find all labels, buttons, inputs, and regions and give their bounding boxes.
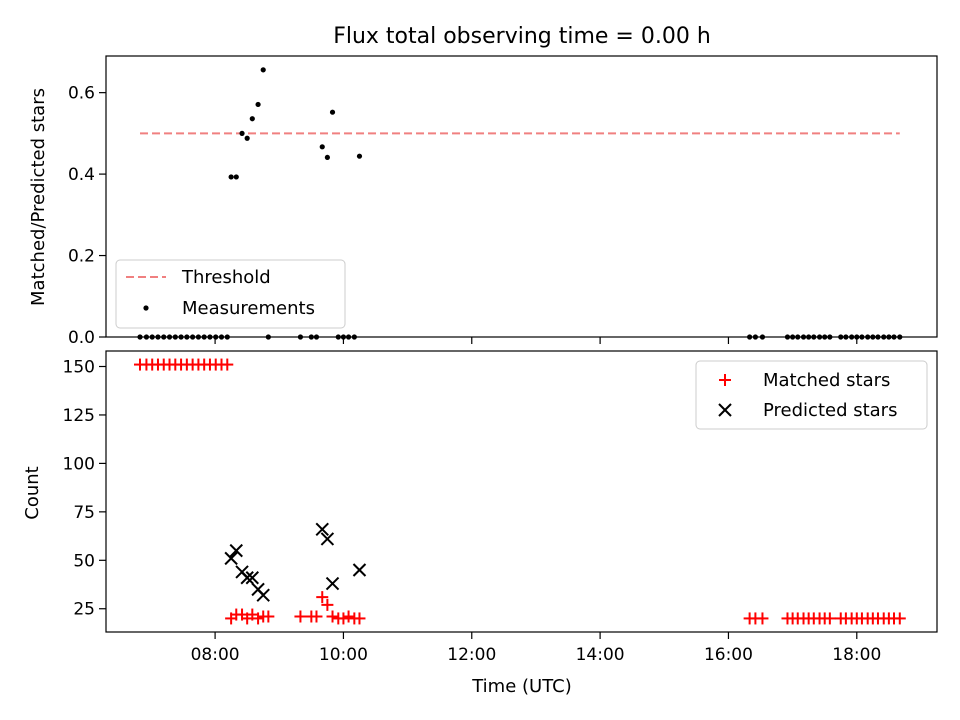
ratio-y-tick-label: 0.0 bbox=[68, 328, 95, 348]
matched-star-point bbox=[823, 612, 836, 625]
measurement-point bbox=[324, 154, 330, 161]
matched-star-point bbox=[316, 591, 329, 604]
predicted-star-point bbox=[325, 576, 340, 591]
matched-legend-swatch bbox=[719, 374, 731, 386]
x-tick-label: 08:00 bbox=[191, 645, 240, 665]
ratio-y-tick-label: 0.4 bbox=[68, 165, 95, 185]
measurement-point bbox=[255, 101, 261, 108]
count-y-tick-label: 150 bbox=[63, 358, 95, 378]
x-tick-label: 10:00 bbox=[319, 645, 368, 665]
measurement-point bbox=[356, 153, 363, 159]
ratio-y-axis-label: Matched/Predicted stars bbox=[28, 88, 49, 306]
measurement-point bbox=[233, 174, 239, 180]
ratio-frame bbox=[105, 55, 938, 338]
ratio-content bbox=[137, 67, 903, 340]
count-y-tick-label: 75 bbox=[73, 503, 95, 523]
measurements-legend-label: Measurements bbox=[182, 298, 315, 319]
ratio-panel: 0.0 0.2 0.4 0.6 Matched/Predicted stars Thr… bbox=[28, 55, 938, 348]
matched-star-point bbox=[893, 612, 906, 625]
predicted-legend-swatch bbox=[718, 403, 732, 417]
count-axes: 25 50 75 100 125 150 08:00 10:00 12:00 14:00 16:00… bbox=[63, 358, 882, 665]
measurement-point bbox=[249, 116, 255, 122]
measurement-point bbox=[260, 67, 266, 73]
measurement-point bbox=[244, 135, 250, 141]
count-y-axis-label: Count bbox=[22, 466, 43, 519]
ratio-legend-box bbox=[115, 259, 346, 329]
matched-star-point bbox=[294, 610, 307, 623]
matched-star-point bbox=[353, 612, 366, 625]
matched-star-point bbox=[337, 612, 350, 625]
x-tick-label: 18:00 bbox=[832, 645, 881, 665]
matched-star-point bbox=[221, 358, 234, 371]
matched-star-point bbox=[262, 610, 275, 623]
matched-star-point bbox=[252, 612, 265, 625]
count-y-tick-label: 125 bbox=[63, 406, 95, 426]
predicted-legend-label: Predicted stars bbox=[763, 400, 897, 421]
predicted-star-point bbox=[229, 543, 243, 558]
count-frame bbox=[105, 350, 938, 633]
matched-star-point bbox=[326, 610, 339, 623]
ratio-y-tick-label: 0.2 bbox=[68, 247, 95, 267]
matched-star-point bbox=[342, 610, 355, 623]
matched-star-point bbox=[756, 612, 769, 625]
matched-legend-label: Matched stars bbox=[763, 370, 890, 391]
ratio-legend: Threshold Measurements bbox=[115, 259, 346, 329]
matched-star-point bbox=[321, 598, 334, 611]
x-tick-label: 14:00 bbox=[576, 645, 625, 665]
ratio-axes: 0.0 0.2 0.4 0.6 bbox=[68, 84, 858, 348]
measurement-point bbox=[329, 109, 336, 115]
predicted-star-point bbox=[240, 571, 254, 585]
count-content bbox=[134, 358, 906, 625]
x-tick-label: 16:00 bbox=[704, 645, 753, 665]
predicted-star-point bbox=[224, 551, 238, 566]
measurements-legend-swatch bbox=[143, 305, 149, 311]
threshold-legend-label: Threshold bbox=[181, 267, 271, 288]
measurement-point bbox=[239, 130, 245, 136]
measurement-point bbox=[228, 174, 234, 180]
count-y-tick-label: 100 bbox=[63, 454, 95, 474]
matched-star-point bbox=[310, 610, 323, 623]
measurement-point bbox=[319, 144, 325, 150]
predicted-star-point bbox=[320, 532, 335, 546]
ratio-y-tick-label: 0.6 bbox=[68, 84, 95, 104]
predicted-star-point bbox=[352, 563, 367, 577]
count-legend: Matched stars Predicted stars bbox=[695, 360, 928, 430]
count-y-tick-label: 25 bbox=[73, 600, 95, 620]
count-y-tick-label: 50 bbox=[73, 551, 95, 571]
x-tick-label: 12:00 bbox=[447, 645, 496, 665]
predicted-star-point bbox=[256, 588, 270, 602]
predicted-star-point bbox=[245, 571, 260, 585]
chart-title: Flux total observing time = 0.00 h bbox=[333, 24, 711, 49]
x-axis-label: Time (UTC) bbox=[471, 676, 572, 697]
count-legend-box bbox=[695, 360, 928, 430]
count-panel: 25 50 75 100 125 150 08:00 10:00 12:00 14:00 16:00… bbox=[22, 350, 938, 697]
predicted-star-point bbox=[315, 522, 329, 536]
